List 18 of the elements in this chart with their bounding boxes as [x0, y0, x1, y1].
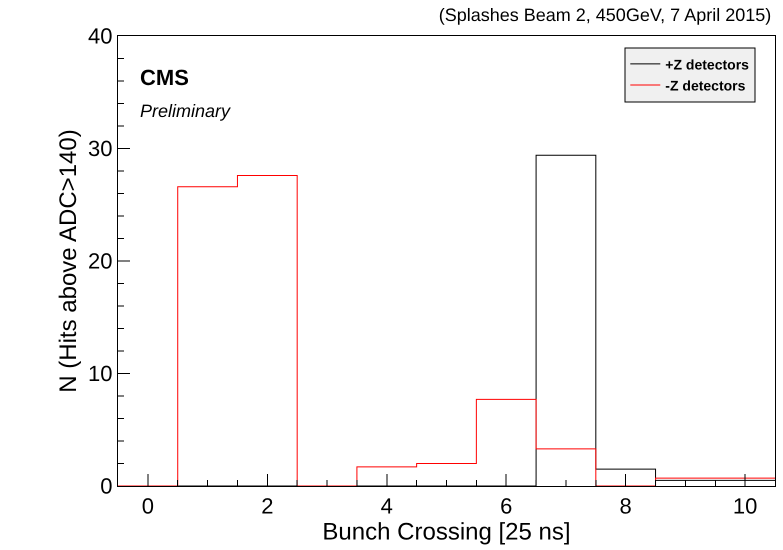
x-tick-label: 2 — [261, 494, 274, 518]
x-tick-label: 6 — [500, 494, 512, 518]
y-tick-label: 20 — [88, 248, 112, 274]
y-tick-label: 0 — [100, 474, 112, 499]
chart-title: (Splashes Beam 2, 450GeV, 7 April 2015) — [438, 4, 772, 25]
y-tick-label: 30 — [88, 136, 112, 162]
x-tick-label: 0 — [142, 494, 154, 518]
y-axis-title: N (Hits above ADC>140) — [55, 129, 82, 393]
x-tick-label: 10 — [732, 494, 758, 518]
annotation: Preliminary — [140, 101, 232, 121]
y-tick-label: 40 — [88, 24, 112, 49]
legend-label: +Z detectors — [665, 56, 750, 72]
x-tick-label: 8 — [620, 494, 632, 518]
x-tick-label: 4 — [380, 494, 393, 518]
y-tick-label: 10 — [88, 361, 112, 386]
annotation: CMS — [140, 65, 189, 90]
legend-label: -Z detectors — [665, 78, 746, 94]
x-axis-title: Bunch Crossing [25 ns] — [322, 518, 571, 546]
